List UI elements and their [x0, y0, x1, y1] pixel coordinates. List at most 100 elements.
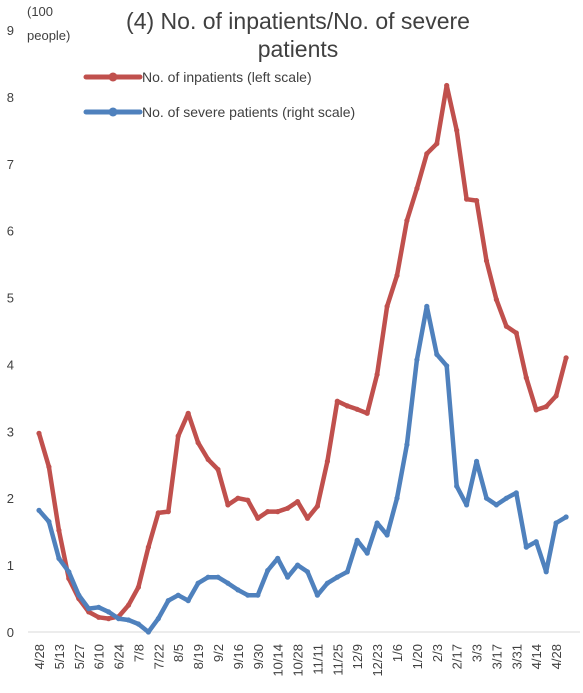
- data-point-inpatients: [215, 466, 221, 473]
- data-point-inpatients: [205, 456, 211, 462]
- series-line-severe: [36, 304, 569, 635]
- data-point-severe: [513, 490, 519, 496]
- x-tick-label: 6/24: [112, 644, 127, 669]
- data-point-severe: [434, 351, 440, 357]
- legend: No. of inpatients (left scale) No. of se…: [83, 69, 355, 120]
- data-point-severe: [96, 604, 102, 610]
- legend-marker-severe: [108, 107, 118, 117]
- x-tick-label: 12/23: [370, 644, 385, 677]
- data-point-inpatients: [155, 510, 161, 516]
- y-unit-line-2: people): [27, 28, 70, 43]
- data-point-severe: [225, 580, 231, 586]
- data-point-severe: [86, 606, 92, 612]
- data-point-inpatients: [175, 433, 181, 439]
- data-point-inpatients: [135, 584, 141, 590]
- data-point-severe: [36, 507, 42, 513]
- x-tick-label: 5/13: [52, 644, 67, 669]
- x-tick-label: 1/20: [410, 644, 425, 669]
- data-point-severe: [255, 592, 261, 598]
- data-point-severe: [135, 621, 141, 627]
- x-tick-label: 10/28: [291, 644, 306, 677]
- data-point-inpatients: [523, 375, 529, 381]
- data-point-severe: [354, 537, 360, 544]
- data-point-inpatients: [444, 82, 450, 89]
- legend-marker-inpatients: [108, 72, 118, 82]
- data-point-inpatients: [275, 509, 281, 515]
- data-point-inpatients: [503, 323, 509, 329]
- x-tick-label: 11/11: [310, 644, 325, 675]
- data-point-inpatients: [374, 371, 380, 378]
- y-tick-label: 5: [7, 291, 14, 306]
- data-point-inpatients: [434, 141, 440, 147]
- y-tick-label: 7: [7, 157, 14, 172]
- data-point-inpatients: [304, 515, 311, 521]
- data-point-severe: [483, 495, 490, 501]
- data-point-inpatients: [364, 410, 370, 416]
- chart-title-line-1: (4) No. of inpatients/No. of severe: [126, 8, 470, 34]
- data-point-severe: [125, 617, 132, 623]
- data-point-inpatients: [314, 503, 320, 509]
- data-point-severe: [265, 567, 271, 574]
- data-point-severe: [384, 532, 390, 538]
- data-point-severe: [394, 495, 400, 501]
- data-point-severe: [56, 555, 62, 562]
- x-tick-label: 7/8: [131, 644, 146, 662]
- data-point-severe: [295, 562, 301, 568]
- data-point-inpatients: [145, 544, 151, 550]
- data-point-inpatients: [285, 505, 291, 511]
- data-point-severe: [553, 520, 559, 526]
- data-point-inpatients: [295, 499, 301, 505]
- data-point-inpatients: [46, 464, 52, 470]
- data-point-inpatients: [255, 515, 261, 521]
- data-point-severe: [66, 569, 72, 575]
- data-point-inpatients: [513, 330, 519, 336]
- data-point-inpatients: [493, 297, 499, 303]
- data-point-severe: [165, 598, 171, 604]
- data-point-inpatients: [454, 127, 460, 133]
- x-tick-label: 3/3: [470, 644, 485, 662]
- y-unit-line-1: (100: [27, 4, 53, 19]
- data-point-inpatients: [394, 272, 400, 279]
- x-tick-label: 7/22: [151, 644, 166, 669]
- data-point-inpatients: [106, 616, 112, 622]
- data-point-inpatients: [96, 614, 102, 620]
- data-point-severe: [235, 587, 241, 593]
- data-point-inpatients: [235, 495, 241, 501]
- data-point-inpatients: [474, 198, 480, 204]
- data-point-severe: [374, 520, 380, 526]
- data-point-severe: [275, 555, 281, 562]
- y-tick-label: 1: [7, 558, 14, 573]
- data-point-severe: [205, 574, 211, 580]
- x-tick-label: 4/14: [529, 644, 544, 669]
- legend-label-severe: No. of severe patients (right scale): [142, 104, 355, 120]
- x-tick-label: 2/17: [450, 644, 465, 669]
- data-point-inpatients: [354, 406, 360, 412]
- data-point-severe: [175, 592, 181, 598]
- data-point-severe: [185, 598, 191, 604]
- series-line-inpatients: [36, 83, 569, 621]
- x-tick-label: 5/27: [72, 644, 87, 669]
- y-tick-label: 4: [7, 357, 14, 372]
- data-point-severe: [304, 569, 311, 575]
- data-point-severe: [76, 592, 82, 598]
- x-tick-label: 9/2: [211, 644, 226, 662]
- data-point-severe: [106, 609, 112, 615]
- data-point-inpatients: [404, 218, 410, 224]
- x-tick-label: 12/9: [350, 644, 365, 669]
- data-point-severe: [424, 303, 430, 309]
- data-point-inpatients: [533, 407, 539, 413]
- data-point-inpatients: [553, 393, 559, 399]
- data-point-severe: [116, 616, 122, 622]
- data-point-severe: [543, 569, 549, 575]
- x-tick-label: 6/10: [92, 644, 107, 669]
- y-tick-label: 6: [7, 224, 14, 239]
- x-tick-label: 1/6: [390, 644, 405, 662]
- data-point-severe: [324, 580, 330, 586]
- y-tick-label: 2: [7, 491, 14, 506]
- data-point-severe: [364, 550, 370, 556]
- data-point-inpatients: [483, 258, 490, 264]
- data-point-inpatients: [265, 509, 271, 515]
- x-tick-label: 10/14: [271, 644, 286, 677]
- x-tick-label: 4/28: [32, 644, 47, 669]
- x-tick-label: 2/3: [430, 644, 445, 662]
